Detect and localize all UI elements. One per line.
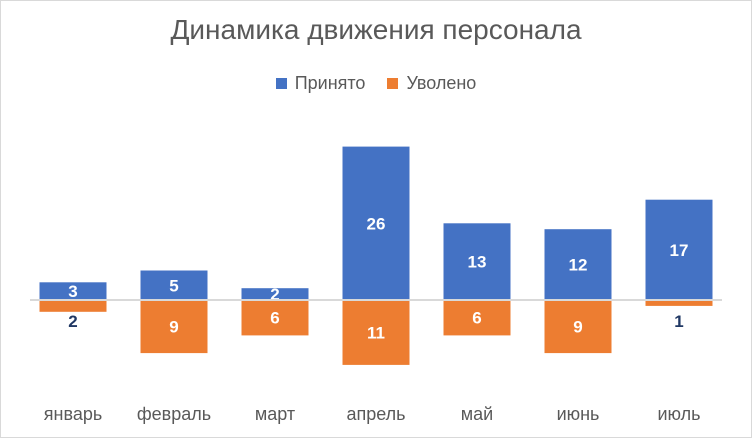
x-tick-label: апрель: [346, 404, 405, 424]
bar-hired: [443, 223, 511, 300]
bar-fired: [443, 300, 511, 336]
bar-fired: [645, 300, 713, 306]
data-label-fired: 6: [472, 309, 481, 328]
bar-hired: [39, 282, 107, 300]
legend-swatch-hired: [275, 78, 287, 89]
data-label-hired: 12: [569, 256, 588, 275]
x-tick-label: июль: [657, 404, 700, 424]
bar-hired: [645, 199, 713, 300]
x-tick-label: июнь: [557, 404, 600, 424]
data-label-fired: 9: [169, 318, 178, 337]
x-tick-label: январь: [44, 404, 102, 424]
bar-hired: [140, 270, 208, 300]
data-label-fired: 6: [270, 309, 279, 328]
chart-title: Динамика движения персонала: [170, 14, 582, 45]
data-label-fired: 9: [573, 318, 582, 337]
bar-fired: [140, 300, 208, 354]
x-tick-label: март: [255, 404, 295, 424]
data-label-hired: 17: [670, 241, 689, 260]
legend-item-fired: Уволено: [387, 73, 476, 94]
data-label-fired: 2: [68, 312, 77, 331]
legend: Принято Уволено: [0, 73, 752, 94]
bar-fired: [544, 300, 612, 354]
legend-swatch-fired: [387, 78, 399, 89]
bar-fired: [342, 300, 410, 365]
bar-fired: [241, 300, 309, 336]
data-label-hired: 5: [169, 276, 178, 295]
bar-fired: [39, 300, 107, 312]
data-label-hired: 3: [68, 282, 77, 301]
bar-hired: [342, 146, 410, 300]
x-tick-label: февраль: [137, 404, 211, 424]
bar-hired: [544, 229, 612, 300]
legend-label-fired: Уволено: [406, 73, 477, 93]
x-tick-label: май: [461, 404, 493, 424]
data-label-hired: 13: [468, 253, 487, 272]
legend-label-hired: Принято: [294, 73, 366, 93]
data-label-hired: 2: [270, 285, 279, 304]
data-label-fired: 11: [367, 323, 385, 342]
data-label-fired: 1: [674, 312, 683, 331]
data-label-hired: 26: [367, 214, 386, 233]
bar-hired: [241, 288, 309, 300]
legend-item-hired: Принято: [275, 73, 366, 94]
